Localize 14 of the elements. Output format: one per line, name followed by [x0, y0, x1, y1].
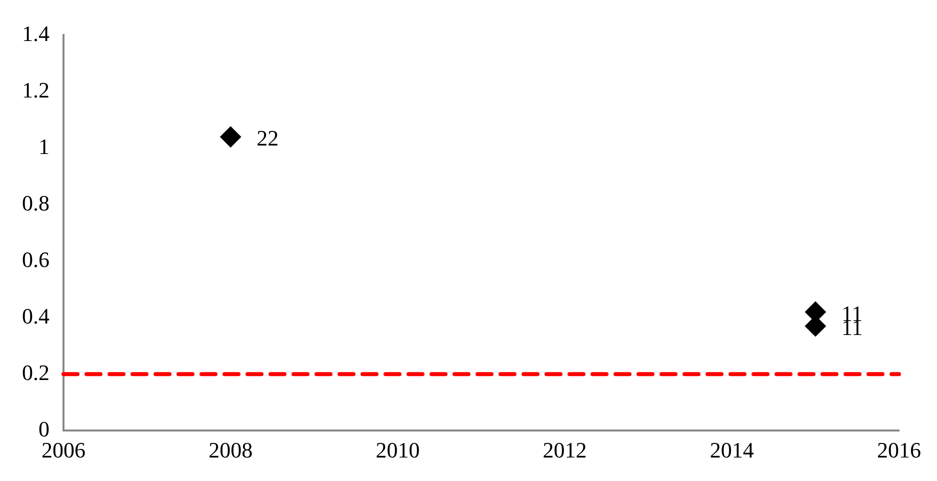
y-tick-label: 1.4	[22, 20, 50, 46]
y-tick-label: 0.8	[22, 190, 50, 216]
y-tick-label: 0.6	[22, 246, 50, 272]
y-tick-label: 0.4	[22, 303, 50, 328]
annotation: 22	[256, 126, 279, 151]
y-tick-label: 1	[38, 134, 50, 159]
x-tick-label: 2012	[542, 438, 587, 463]
x-tick-label: 2016	[877, 438, 921, 463]
y-tick-label: 0.2	[22, 360, 50, 385]
x-tick-label: 2010	[376, 438, 420, 463]
x-tick-label: 2008	[208, 438, 253, 463]
y-tick-label: 1.2	[22, 77, 50, 102]
point	[220, 126, 242, 148]
x-tick-label: 2014	[710, 438, 754, 463]
